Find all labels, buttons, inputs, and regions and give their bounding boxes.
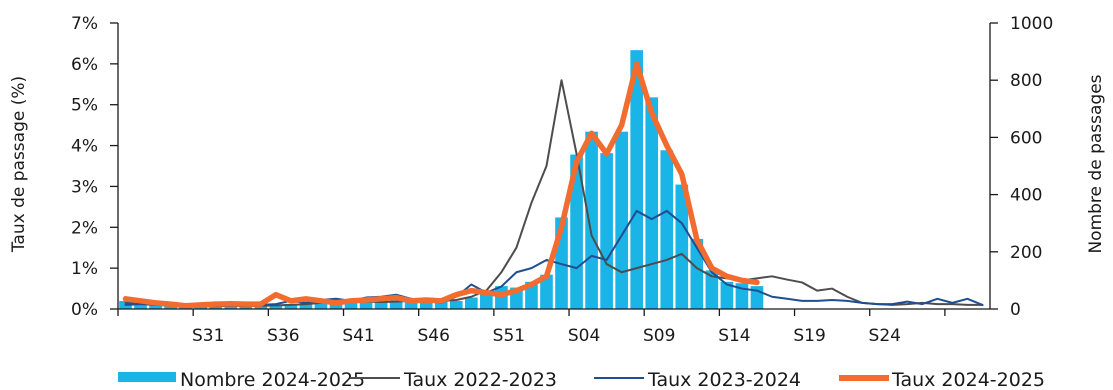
y-left-tick-label: 3%: [71, 177, 98, 197]
bars-nombre-2024-2025: [119, 50, 764, 310]
x-tick-label: S24: [869, 326, 901, 346]
x-tick-label: S51: [493, 326, 525, 346]
x-tick-label: S09: [643, 326, 675, 346]
bar: [284, 303, 298, 309]
bar: [209, 305, 223, 309]
x-tick-label: S46: [418, 326, 450, 346]
y-left-tick-label: 1%: [71, 259, 98, 279]
x-tick-label: S04: [568, 326, 600, 346]
bar: [465, 297, 478, 309]
y-right-tick-label: 200: [1010, 243, 1042, 263]
line-taux-2023-2024: [124, 209, 984, 308]
bar: [134, 303, 147, 309]
y-left-tick-label: 0%: [71, 300, 98, 320]
bar: [374, 300, 388, 309]
line-taux-2024-2025: [122, 61, 760, 309]
y-left-axis-title: Taux de passage (%): [9, 76, 29, 253]
legend-item-nombre-2024-2025: Nombre 2024-2025: [118, 369, 365, 390]
legend-label: Taux 2024-2025: [891, 369, 1045, 390]
bar: [299, 301, 313, 309]
bar: [480, 291, 493, 309]
legend-item-taux-2023-2024: Taux 2023-2024: [594, 369, 801, 390]
bar: [495, 286, 508, 309]
legend: Nombre 2024-2025 Taux 2022-2023 Taux 202…: [118, 369, 1045, 390]
x-tick-label: S41: [342, 326, 374, 346]
bar: [449, 300, 463, 309]
bar: [344, 301, 358, 309]
bar: [404, 299, 418, 309]
bar: [239, 305, 253, 309]
line-taux-2022-2023: [124, 79, 984, 308]
y-right-tick-label: 0: [1010, 300, 1021, 320]
x-tick-label: S31: [192, 326, 224, 346]
bar: [675, 184, 689, 309]
y-left-tick-label: 5%: [71, 96, 98, 116]
x-tick-label: S14: [718, 326, 750, 346]
y-left-tick-label: 7%: [71, 14, 98, 34]
bar: [660, 150, 674, 309]
bar: [705, 270, 719, 309]
bar: [389, 300, 403, 309]
bar: [149, 304, 162, 309]
x-tick-label: S19: [793, 326, 825, 346]
legend-item-taux-2022-2023: Taux 2022-2023: [350, 369, 557, 390]
bar: [630, 50, 644, 310]
series-lines: [122, 61, 984, 309]
y-right-tick-label: 800: [1010, 71, 1042, 91]
legend-label: Taux 2022-2023: [403, 369, 557, 390]
y-left-tick-label: 4%: [71, 137, 98, 157]
bar: [690, 238, 704, 309]
bar: [615, 131, 628, 309]
bar: [600, 153, 613, 309]
x-tick-label: S36: [267, 326, 299, 346]
legend-item-taux-2024-2025: Taux 2024-2025: [839, 369, 1045, 390]
bar: [540, 274, 553, 309]
y-right-tick-label: 600: [1010, 128, 1042, 148]
y-left-tick-label: 6%: [71, 55, 98, 75]
bar: [434, 300, 448, 309]
legend-swatch-bar: [118, 372, 176, 382]
bar: [645, 97, 659, 309]
bar: [314, 300, 328, 309]
y-left-tick-label: 2%: [71, 218, 98, 238]
bar: [570, 154, 583, 309]
bar: [269, 304, 283, 309]
axes: [110, 22, 998, 316]
y-right-tick-label: 400: [1010, 186, 1042, 206]
bar: [359, 300, 373, 309]
bar: [720, 281, 734, 309]
legend-label: Nombre 2024-2025: [180, 369, 365, 390]
y-right-axis-title: Nombre de passages: [1086, 74, 1106, 253]
y-right-tick-label: 1000: [1010, 14, 1053, 34]
bar: [224, 305, 238, 309]
bar: [585, 131, 598, 309]
bar: [254, 305, 268, 309]
tick-labels: 0% 1% 2% 3% 4% 5% 6% 7% 0 200 400 600 800 1000 S31 S36 S…: [71, 14, 1053, 346]
legend-label: Taux 2023-2024: [647, 369, 801, 390]
bar: [419, 298, 433, 309]
